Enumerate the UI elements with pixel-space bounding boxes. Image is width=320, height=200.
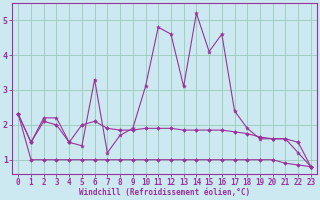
X-axis label: Windchill (Refroidissement éolien,°C): Windchill (Refroidissement éolien,°C) (79, 188, 250, 197)
